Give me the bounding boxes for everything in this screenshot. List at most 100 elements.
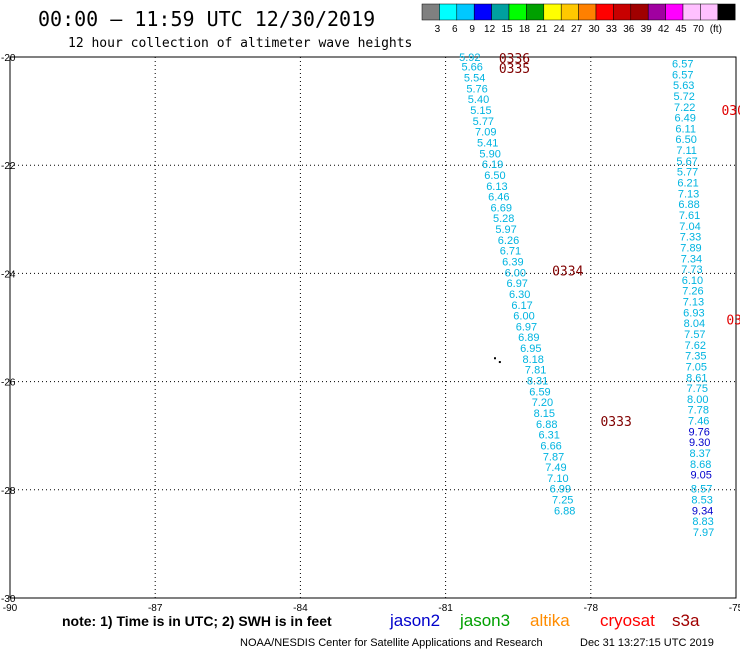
pass-time-label: 0333 [600, 415, 631, 430]
scale-label: (ft) [710, 24, 722, 35]
wave-height-value: 6.57 [672, 58, 693, 70]
wave-height-value: 6.00 [505, 267, 526, 279]
scale-label: 36 [623, 24, 635, 35]
wave-height-value: 8.53 [691, 495, 712, 507]
wave-height-value: 8.31 [527, 376, 548, 388]
scale-swatch [647, 3, 666, 21]
wave-height-value: 6.97 [507, 278, 528, 290]
wave-height-value: 7.33 [680, 232, 701, 244]
wave-height-value: 5.66 [462, 62, 483, 74]
scale-swatch [717, 3, 736, 21]
wave-height-value: 6.31 [538, 430, 559, 442]
wave-height-value: 7.46 [688, 416, 709, 428]
wave-height-value: 6.88 [536, 419, 557, 431]
x-tick-label: -84 [293, 603, 308, 614]
scale-swatch [526, 3, 545, 21]
wave-height-value: 9.76 [689, 426, 710, 438]
scale-label: 39 [641, 24, 653, 35]
wave-height-value: 6.46 [488, 192, 509, 204]
scale-label: 45 [675, 24, 687, 35]
wave-height-value: 8.68 [690, 459, 711, 471]
wave-height-value: 8.04 [684, 318, 705, 330]
color-scale-legend: 3 6 9 12 15 18 21 24 27 30 33 36 39 42 45 70 (ft) [421, 3, 736, 35]
wave-height-value: 8.00 [687, 394, 708, 406]
wave-height-value: 7.89 [680, 242, 701, 254]
wave-height-value: 7.13 [678, 188, 699, 200]
wave-height-value: 6.66 [540, 440, 561, 452]
scale-swatch [439, 3, 458, 21]
wave-height-value: 6.88 [678, 199, 699, 211]
track-8: 8.837.97 [692, 516, 714, 539]
wave-height-value: 7.13 [683, 297, 704, 309]
mission-jason3: jason3 [459, 611, 510, 630]
wave-height-value: 7.78 [688, 405, 709, 417]
wave-height-value: 5.77 [473, 116, 494, 128]
y-tick-label: -26 [1, 378, 16, 389]
track-1: 5.925.665.545.765.405.155.777.095.415.90… [459, 52, 575, 517]
wave-height-value: 7.57 [684, 329, 705, 341]
wave-height-value: 5.15 [470, 105, 491, 117]
scale-swatch [421, 3, 440, 21]
scale-label: 33 [606, 24, 618, 35]
wave-height-value: 6.69 [491, 202, 512, 214]
wave-height-value: 5.76 [466, 83, 487, 95]
wave-height-value: 6.95 [520, 343, 541, 355]
wave-height-value: 5.90 [479, 148, 500, 160]
scale-label: 42 [658, 24, 670, 35]
wave-height-value: 8.18 [522, 354, 543, 366]
pass-time-label: 0302 [721, 104, 740, 119]
wave-height-value: 6.21 [677, 178, 698, 190]
wave-height-value: 8.57 [691, 484, 712, 496]
wave-height-value: 7.49 [545, 462, 566, 474]
wave-height-value: 6.30 [509, 289, 530, 301]
chart-title: 00:00 – 11:59 UTC 12/30/2019 [38, 7, 375, 31]
plot-grid [9, 56, 737, 599]
track-5: 9.05 [690, 470, 711, 482]
footer-timestamp: Dec 31 13:27:15 UTC 2019 [580, 637, 714, 649]
mission-legend: jason2 jason3 altika cryosat s3a [389, 611, 700, 630]
scale-swatch [473, 3, 492, 21]
wave-height-value: 9.30 [689, 437, 710, 449]
scale-swatch [682, 3, 701, 21]
wave-height-value: 7.61 [679, 210, 700, 222]
track-3: 9.769.30 [689, 426, 711, 449]
wave-height-value: 7.04 [679, 221, 700, 233]
wave-height-value: 5.97 [495, 224, 516, 236]
wave-height-value: 6.50 [675, 134, 696, 146]
wave-height-value: 5.28 [493, 213, 514, 225]
wave-height-value: 5.40 [468, 94, 489, 106]
wave-height-value: 7.87 [543, 451, 564, 463]
wave-height-tracks: 5.925.665.545.765.405.155.777.095.415.90… [459, 52, 714, 539]
wave-height-value: 6.97 [516, 321, 537, 333]
scale-swatch [613, 3, 632, 21]
wave-height-value: 7.22 [674, 102, 695, 114]
wave-height-value: 7.26 [682, 286, 703, 298]
scale-label: 12 [484, 24, 496, 35]
track-2: 6.576.575.635.727.226.496.116.507.115.67… [672, 58, 709, 427]
scale-label: 30 [588, 24, 600, 35]
wave-height-value: 6.26 [498, 235, 519, 247]
wave-height-value: 7.25 [552, 495, 573, 507]
wave-height-value: 6.88 [554, 505, 575, 517]
wave-height-value: 8.37 [689, 448, 710, 460]
wave-height-value: 5.72 [674, 91, 695, 103]
wave-height-value: 5.54 [464, 73, 485, 85]
chart-subtitle: 12 hour collection of altimeter wave hei… [68, 36, 412, 51]
wave-height-value: 6.00 [513, 311, 534, 323]
plot-frame [9, 56, 737, 599]
wave-height-value: 5.67 [676, 156, 697, 168]
track-7: 9.34 [692, 505, 713, 517]
wave-height-value: 6.50 [484, 170, 505, 182]
pass-time-label: 0334 [552, 265, 583, 280]
scale-label: 18 [519, 24, 531, 35]
pass-time-label: 03 [726, 313, 740, 328]
wave-height-value: 6.93 [683, 307, 704, 319]
wave-height-value: 7.62 [685, 340, 706, 352]
wave-height-value: 7.73 [681, 264, 702, 276]
wave-height-value: 6.59 [529, 386, 550, 398]
wave-height-value: 7.20 [532, 397, 553, 409]
wave-height-value: 7.97 [693, 527, 714, 539]
scale-label: 21 [536, 24, 548, 35]
wave-height-value: 6.11 [675, 123, 696, 135]
